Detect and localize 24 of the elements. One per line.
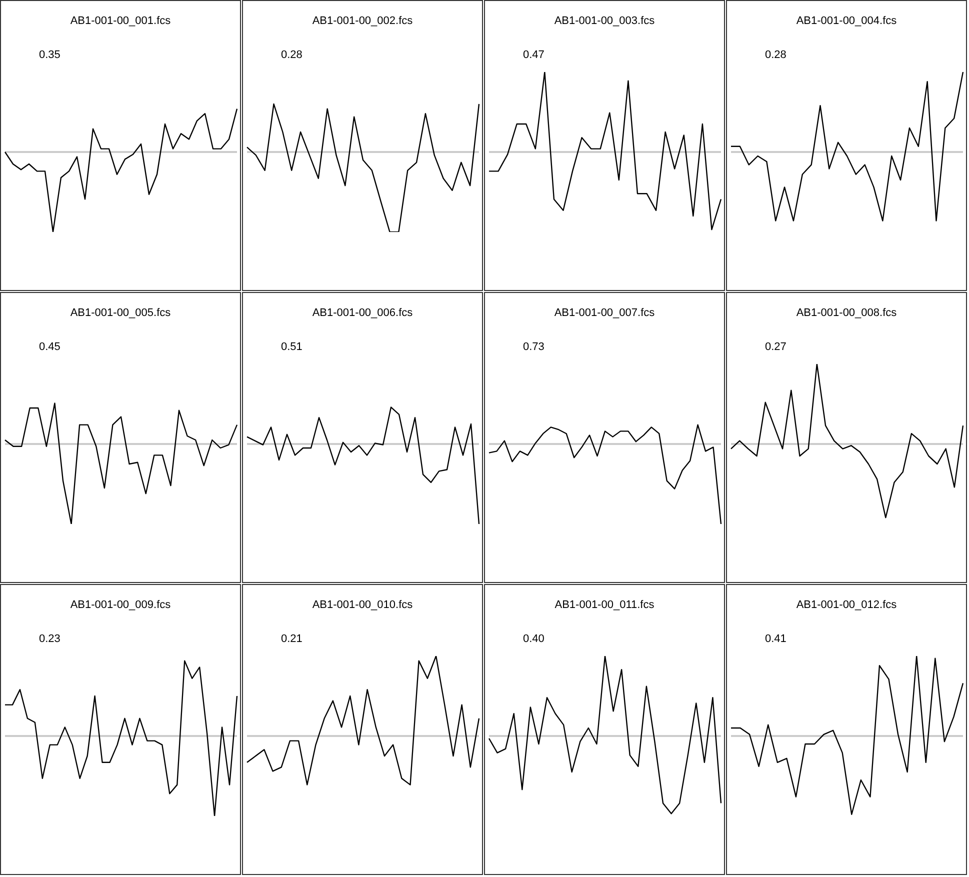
chart-title: AB1-001-00_006.fcs xyxy=(311,307,414,319)
chart-title: AB1-001-00_008.fcs xyxy=(795,307,898,319)
chart-title: AB1-001-00_002.fcs xyxy=(311,15,414,27)
chart-title: AB1-001-00_011.fcs xyxy=(554,599,656,611)
text: 0.23 xyxy=(39,633,60,645)
chart-title: AB1-001-00_007.fcs xyxy=(553,307,656,319)
text: 0.40 xyxy=(523,633,544,645)
chart-title: AB1-001-00_012.fcs xyxy=(795,599,898,611)
text: 0.21 xyxy=(281,633,302,645)
text: 0.47 xyxy=(523,49,544,61)
text: 0.45 xyxy=(39,341,60,353)
chart-title: AB1-001-00_003.fcs xyxy=(553,15,656,27)
text: 0.73 xyxy=(523,341,544,353)
text: 0.51 xyxy=(281,341,302,353)
chart-title: AB1-001-00_009.fcs xyxy=(69,599,172,611)
text: 0.35 xyxy=(39,49,60,61)
chart-title: AB1-001-00_001.fcs xyxy=(69,15,172,27)
text: 0.28 xyxy=(281,49,302,61)
chart-title: AB1-001-00_010.fcs xyxy=(311,599,414,611)
chart-title: AB1-001-00_004.fcs xyxy=(795,15,898,27)
text: 0.28 xyxy=(765,49,786,61)
chart-title: AB1-001-00_005.fcs xyxy=(69,307,172,319)
text: 0.27 xyxy=(765,341,786,353)
text: 0.41 xyxy=(765,633,786,645)
